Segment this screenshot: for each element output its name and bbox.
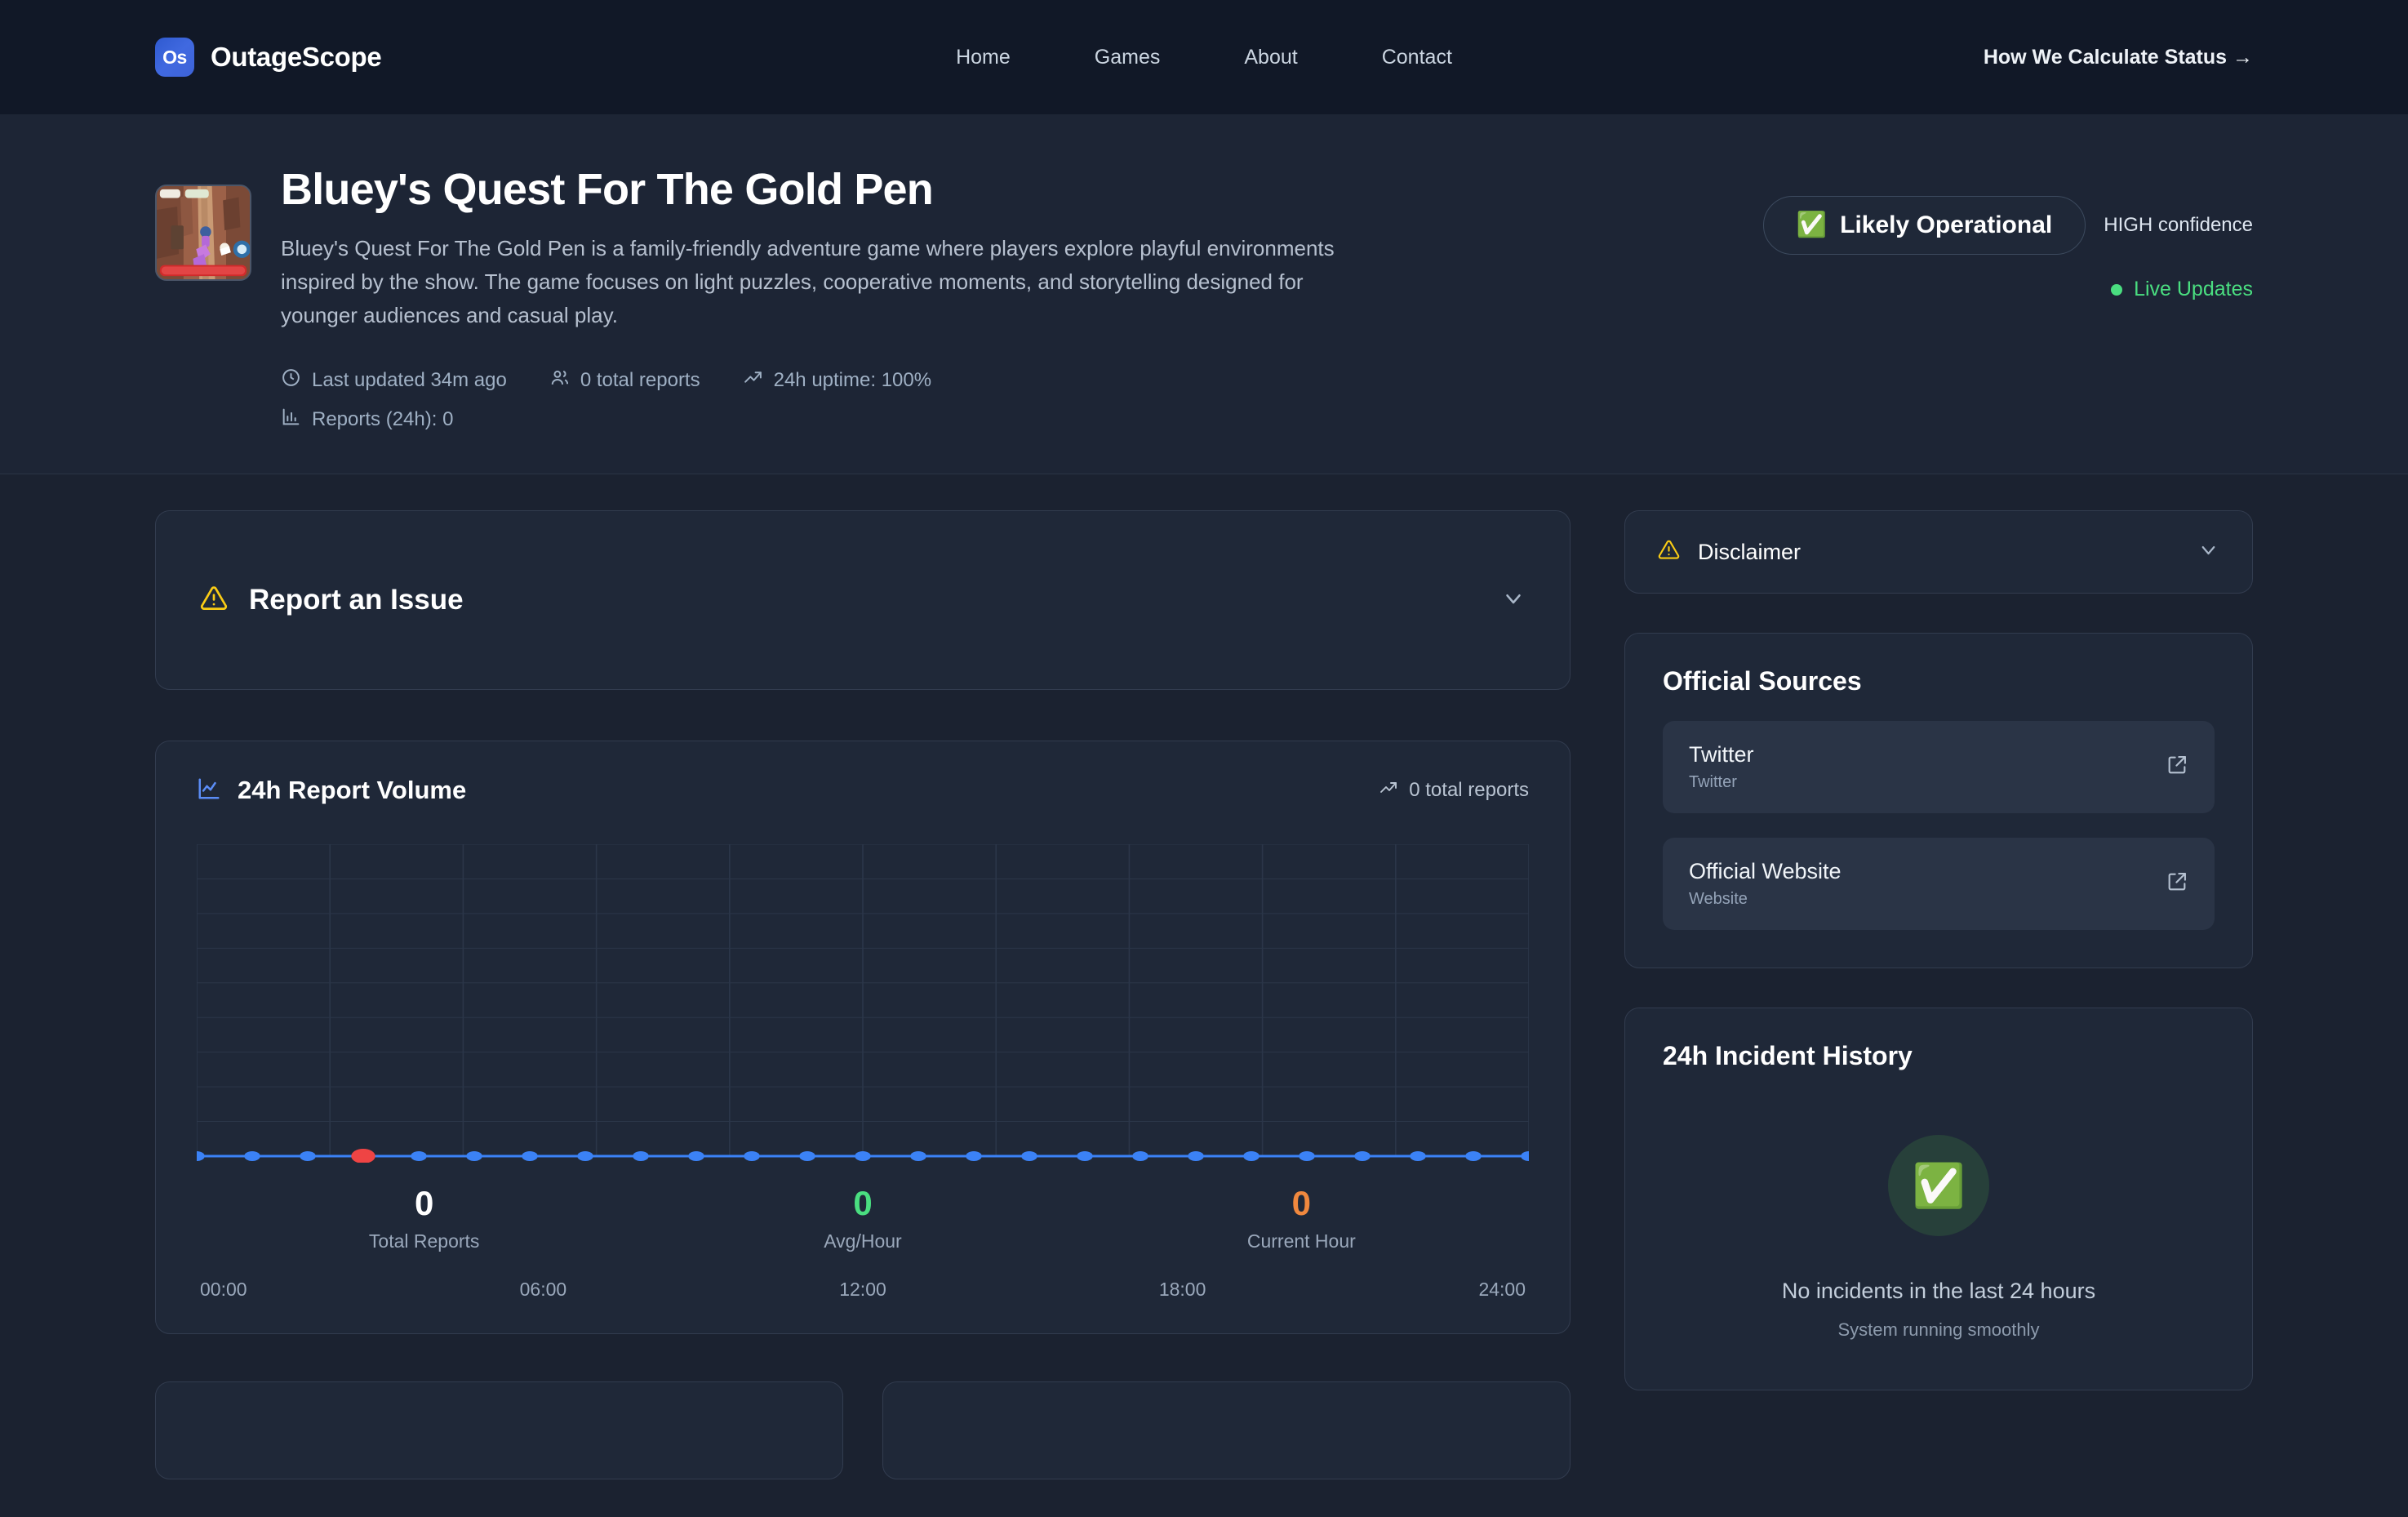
- game-meta-row: Last updated 34m ago 0 total reports: [281, 367, 1342, 433]
- clock-icon: [281, 367, 301, 394]
- trending-up-icon: [743, 367, 763, 394]
- incident-history-card: 24h Incident History ✅ No incidents in t…: [1624, 1008, 2253, 1391]
- live-updates-label: Live Updates: [2134, 278, 2253, 300]
- source-item-twitter-type: Twitter: [1689, 773, 1737, 792]
- x-tick-1: 06:00: [519, 1279, 567, 1301]
- main-content: Report an Issue 24h Report Volume: [0, 474, 2408, 1480]
- nav-link-contact[interactable]: Contact: [1381, 45, 1452, 69]
- incident-history-message: No incidents in the last 24 hours: [1781, 1279, 2096, 1304]
- x-tick-0: 00:00: [200, 1279, 247, 1301]
- chart-title: 24h Report Volume: [238, 776, 467, 805]
- right-sidebar: Disclaimer Official Sources Twitter Twit…: [1624, 510, 2253, 1479]
- meta-last-updated-label: Last updated 34m ago: [312, 369, 507, 392]
- x-tick-4: 24:00: [1478, 1279, 1526, 1301]
- brand-badge-icon: Os: [155, 38, 194, 77]
- stat-avg-hour-value: 0: [853, 1184, 873, 1223]
- disclaimer-title: Disclaimer: [1698, 539, 1802, 564]
- external-link-icon[interactable]: [2166, 754, 2188, 781]
- trending-up-icon: [1379, 778, 1398, 803]
- report-volume-card: 24h Report Volume 0 total reports 0: [155, 741, 1571, 1335]
- warning-triangle-icon: [1658, 539, 1680, 565]
- bar-chart-icon: [281, 407, 301, 433]
- stat-total-reports: 0 Total Reports: [205, 1184, 643, 1252]
- chart-x-axis: 00:00 06:00 12:00 18:00 24:00: [197, 1279, 1529, 1301]
- chevron-down-icon[interactable]: [1501, 586, 1526, 615]
- chart-total-reports-label: 0 total reports: [1409, 779, 1529, 802]
- x-tick-3: 18:00: [1158, 1279, 1206, 1301]
- users-icon: [549, 367, 570, 394]
- incident-history-title: 24h Incident History: [1663, 1041, 1913, 1071]
- nav-link-home[interactable]: Home: [956, 45, 1011, 69]
- status-badge-label: Likely Operational: [1840, 211, 2053, 238]
- stat-avg-hour-label: Avg/Hour: [824, 1230, 902, 1252]
- left-column: Report an Issue 24h Report Volume: [155, 510, 1571, 1480]
- source-item-twitter[interactable]: Twitter Twitter: [1663, 721, 2215, 814]
- source-item-twitter-name: Twitter: [1689, 742, 1754, 767]
- status-badge: ✅ Likely Operational: [1762, 196, 2086, 255]
- stat-avg-hour: 0 Avg/Hour: [643, 1184, 1082, 1252]
- source-item-website-type: Website: [1689, 890, 1748, 909]
- meta-uptime: 24h uptime: 100%: [743, 367, 931, 394]
- stat-current-hour: 0 Current Hour: [1082, 1184, 1521, 1252]
- meta-uptime-label: 24h uptime: 100%: [773, 369, 932, 392]
- brand-logo[interactable]: Os OutageScope: [155, 38, 382, 77]
- source-item-website-name: Official Website: [1689, 859, 1842, 884]
- stat-total-reports-label: Total Reports: [368, 1230, 480, 1252]
- stat-current-hour-value: 0: [1291, 1184, 1311, 1223]
- live-dot-icon: [2111, 283, 2123, 296]
- nav-link-games[interactable]: Games: [1094, 45, 1161, 69]
- page-title: Bluey's Quest For The Gold Pen: [281, 165, 934, 214]
- meta-last-updated: Last updated 34m ago: [281, 367, 507, 394]
- nav-links: Home Games About Contact: [956, 46, 1452, 69]
- confidence-label: HIGH confidence: [2104, 214, 2253, 236]
- chart-total-reports: 0 total reports: [1379, 778, 1529, 803]
- stat-total-reports-value: 0: [414, 1184, 434, 1223]
- report-an-issue-card[interactable]: Report an Issue: [155, 510, 1571, 691]
- game-thumbnail: [155, 185, 251, 281]
- game-hero-section: Bluey's Quest For The Gold Pen Bluey's Q…: [0, 114, 2408, 475]
- stat-current-hour-label: Current Hour: [1246, 1230, 1356, 1252]
- how-we-calculate-status-link[interactable]: How We Calculate Status →: [1983, 45, 2253, 69]
- meta-reports-24h: Reports (24h): 0: [281, 407, 1342, 433]
- meta-total-reports: 0 total reports: [549, 367, 700, 394]
- nav-link-about[interactable]: About: [1244, 45, 1298, 69]
- x-tick-2: 12:00: [839, 1279, 886, 1301]
- live-updates-indicator: Live Updates: [2111, 278, 2253, 301]
- meta-reports-24h-label: Reports (24h): 0: [312, 408, 454, 431]
- disclaimer-card[interactable]: Disclaimer: [1624, 510, 2253, 594]
- game-description: Bluey's Quest For The Gold Pen is a fami…: [281, 236, 1335, 327]
- bottom-card-left: [155, 1381, 843, 1480]
- line-chart-icon: [197, 776, 221, 805]
- brand-name: OutageScope: [211, 42, 382, 72]
- bottom-cards-row: [155, 1381, 1571, 1480]
- check-mark-icon: ✅: [1888, 1135, 1989, 1237]
- incident-history-submessage: System running smoothly: [1837, 1319, 2040, 1341]
- check-mark-icon: ✅: [1796, 211, 1828, 238]
- warning-triangle-icon: [200, 585, 228, 616]
- official-sources-title: Official Sources: [1663, 666, 1862, 696]
- external-link-icon[interactable]: [2166, 870, 2188, 897]
- report-volume-chart: [197, 844, 1529, 1163]
- report-an-issue-title: Report an Issue: [249, 584, 464, 616]
- bottom-card-right: [882, 1381, 1571, 1480]
- chart-summary-stats: 0 Total Reports 0 Avg/Hour 0 Current Hou…: [197, 1184, 1529, 1252]
- chevron-down-icon[interactable]: [2197, 539, 2219, 565]
- source-item-website[interactable]: Official Website Website: [1663, 838, 2215, 931]
- top-navbar: Os OutageScope Home Games About Contact …: [0, 0, 2408, 114]
- meta-total-reports-label: 0 total reports: [580, 369, 700, 392]
- official-sources-card: Official Sources Twitter Twitter Officia…: [1624, 633, 2253, 969]
